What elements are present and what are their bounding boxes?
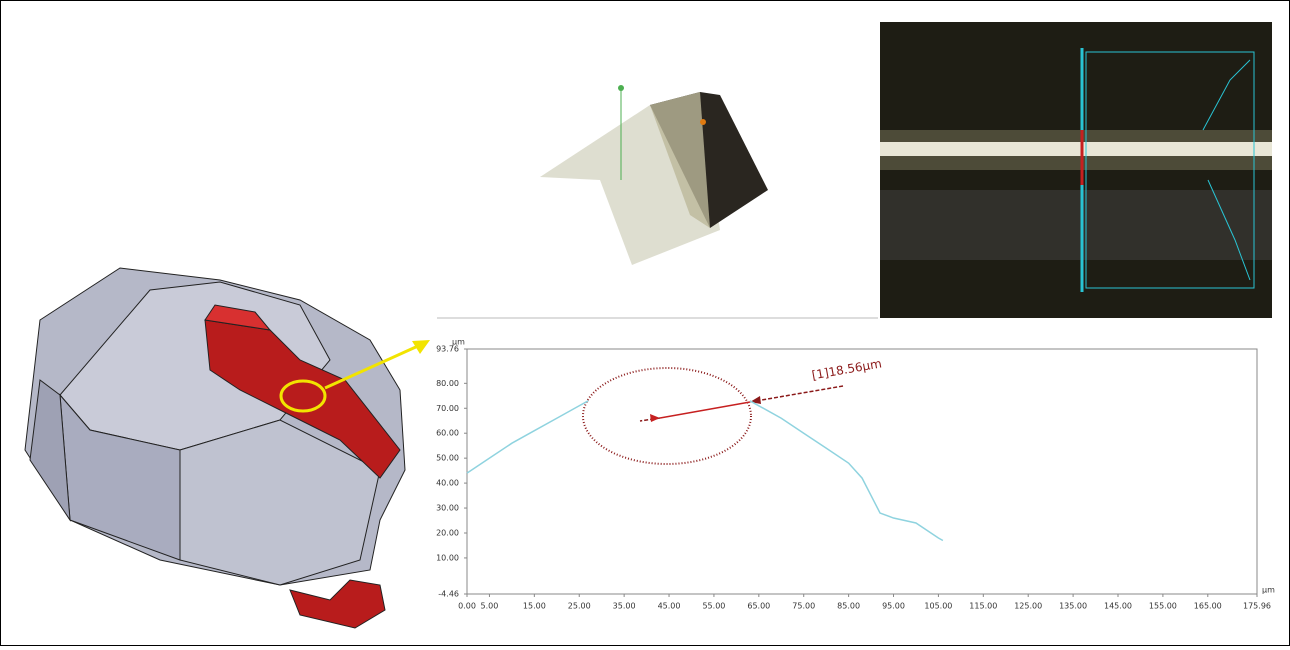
highlight-circle <box>279 379 327 413</box>
micrograph <box>880 22 1272 318</box>
pointer-arrow-head <box>412 340 430 354</box>
x-tick-label: 135.00 <box>1059 602 1087 611</box>
x-tick-label: 155.00 <box>1149 602 1177 611</box>
y-tick-label: 30.00 <box>436 504 459 513</box>
measure-line <box>659 401 751 419</box>
y-unit: µm <box>452 338 465 347</box>
cad-model <box>24 267 406 629</box>
x-tick-label: 75.00 <box>792 602 815 611</box>
x-tick-label: 5.00 <box>481 602 499 611</box>
y-tick-label: 20.00 <box>436 528 459 537</box>
x-unit: µm <box>1262 586 1275 595</box>
y-tick-label: 40.00 <box>436 479 459 488</box>
profile-line <box>466 400 944 542</box>
x-tick-label: 15.00 <box>523 602 546 611</box>
x-tick-label: 65.00 <box>747 602 770 611</box>
y-tick-label: 60.00 <box>436 429 459 438</box>
measure-line <box>749 385 844 403</box>
y-tick-label: 10.00 <box>436 553 459 562</box>
measure-arrow <box>650 414 660 422</box>
x-tick-label: 175.96 <box>1243 602 1271 611</box>
x-tick-label: 85.00 <box>837 602 860 611</box>
x-tick-label: 55.00 <box>702 602 725 611</box>
x-tick-label: 35.00 <box>613 602 636 611</box>
pointer-arrow <box>324 344 419 390</box>
x-tick-label: 0.00 <box>458 602 476 611</box>
x-tick-label: 25.00 <box>568 602 591 611</box>
plot-area <box>466 348 1258 595</box>
y-tick-label: -4.46 <box>438 590 459 599</box>
y-tick-label: 93.76 <box>436 345 459 354</box>
y-tick-label: 70.00 <box>436 404 459 413</box>
x-tick-label: 95.00 <box>882 602 905 611</box>
y-tick-label: 50.00 <box>436 454 459 463</box>
surface-render <box>540 85 768 265</box>
x-tick-label: 145.00 <box>1104 602 1132 611</box>
y-tick-label: 80.00 <box>436 379 459 388</box>
x-tick-label: 115.00 <box>969 602 997 611</box>
measurement-circle <box>582 367 752 465</box>
x-tick-label: 105.00 <box>924 602 952 611</box>
x-tick-label: 45.00 <box>658 602 681 611</box>
x-tick-label: 165.00 <box>1194 602 1222 611</box>
x-tick-label: 125.00 <box>1014 602 1042 611</box>
